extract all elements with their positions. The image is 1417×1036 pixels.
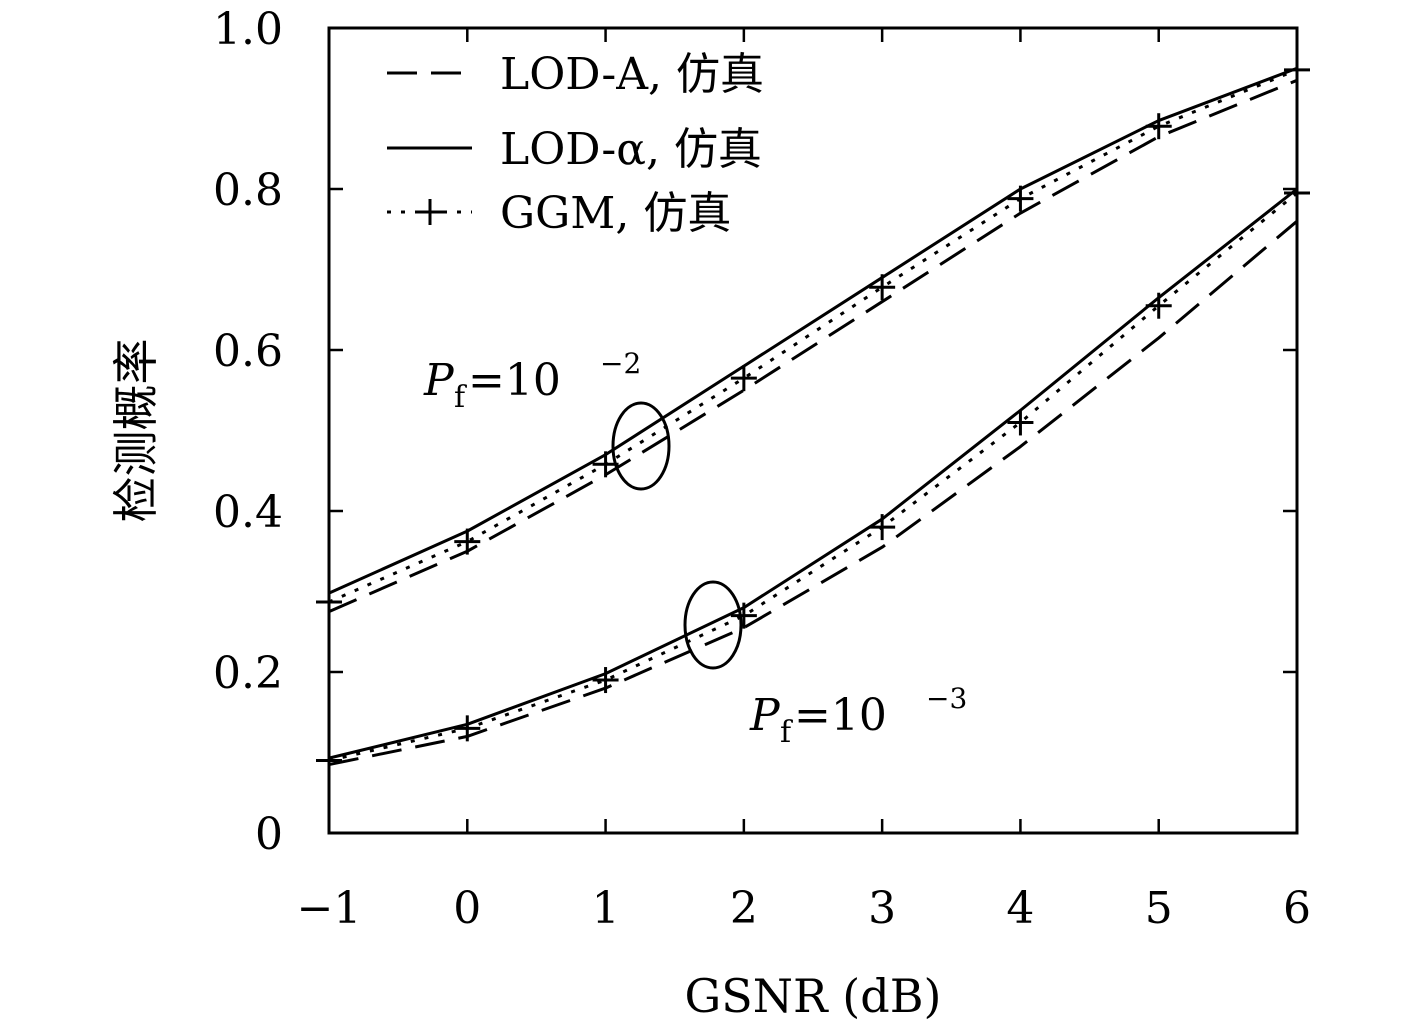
x-tick-label: 2 <box>730 883 758 934</box>
annot-sub: f <box>780 715 793 750</box>
y-tick-label: 0 <box>255 809 283 860</box>
plus-marker <box>869 274 896 301</box>
y-tick-label: 0.8 <box>213 165 283 216</box>
plus-marker <box>454 715 481 742</box>
group-ellipse-lower <box>683 580 743 670</box>
plus-marker <box>1007 409 1034 436</box>
x-tick-label: −1 <box>297 883 362 934</box>
plus-marker <box>1284 56 1310 83</box>
annot-p: P <box>749 690 781 741</box>
x-tick-label: 1 <box>592 883 620 934</box>
plot-area <box>327 26 1299 835</box>
legend-label: GGM, 仿真 <box>500 188 731 239</box>
x-tick-label: 4 <box>1006 883 1034 934</box>
plus-marker <box>730 602 757 629</box>
x-tick-label: 0 <box>453 883 481 934</box>
y-tick-label: 0.4 <box>213 487 283 538</box>
series-line-solid-group1 <box>328 66 1298 595</box>
plus-marker <box>1145 292 1172 319</box>
plus-marker <box>869 514 896 541</box>
plus-marker <box>316 588 342 615</box>
annot-p: P <box>423 355 455 406</box>
annot-sup: −3 <box>926 682 967 715</box>
annot-eq: =10 <box>794 690 887 741</box>
annot-sup: −2 <box>600 347 641 380</box>
x-axis-title: GSNR (dB) <box>685 969 942 1023</box>
plus-marker <box>454 528 481 555</box>
y-tick-label: 0.2 <box>213 648 283 699</box>
x-tick-label: 6 <box>1283 883 1311 934</box>
group-ellipse-upper <box>611 401 671 491</box>
series-line-dashed-group1 <box>328 78 1298 613</box>
annot-eq: =10 <box>468 355 561 406</box>
legend-label: LOD-α, 仿真 <box>500 124 762 175</box>
plus-marker <box>1007 185 1034 212</box>
axis-ticks: −1 0 1 2 3 4 5 6 0 0.2 0.4 0.6 0.8 1.0 <box>213 4 1311 934</box>
series-line-dotted-plus-group2 <box>328 191 1298 763</box>
y-axis-title: 检测概率 <box>109 339 163 523</box>
plus-marker <box>417 199 443 225</box>
series-line-solid-group2 <box>328 187 1298 760</box>
x-tick-label: 5 <box>1145 883 1173 934</box>
plus-marker <box>1284 180 1310 207</box>
plus-marker <box>730 365 757 392</box>
y-tick-label: 1.0 <box>213 4 283 55</box>
x-tick-label: 3 <box>868 883 896 934</box>
plus-marker <box>592 667 619 694</box>
series-lines <box>316 56 1310 774</box>
legend: LOD-A, 仿真 LOD-α, 仿真 GGM, 仿真 <box>387 49 764 239</box>
legend-label: LOD-A, 仿真 <box>500 49 764 100</box>
plus-marker <box>316 747 342 774</box>
y-tick-label: 0.6 <box>213 326 283 377</box>
plus-marker <box>1145 113 1172 140</box>
series-line-dotted-plus-group1 <box>328 68 1298 604</box>
annot-sub: f <box>454 380 467 415</box>
plot-frame <box>327 26 1299 835</box>
